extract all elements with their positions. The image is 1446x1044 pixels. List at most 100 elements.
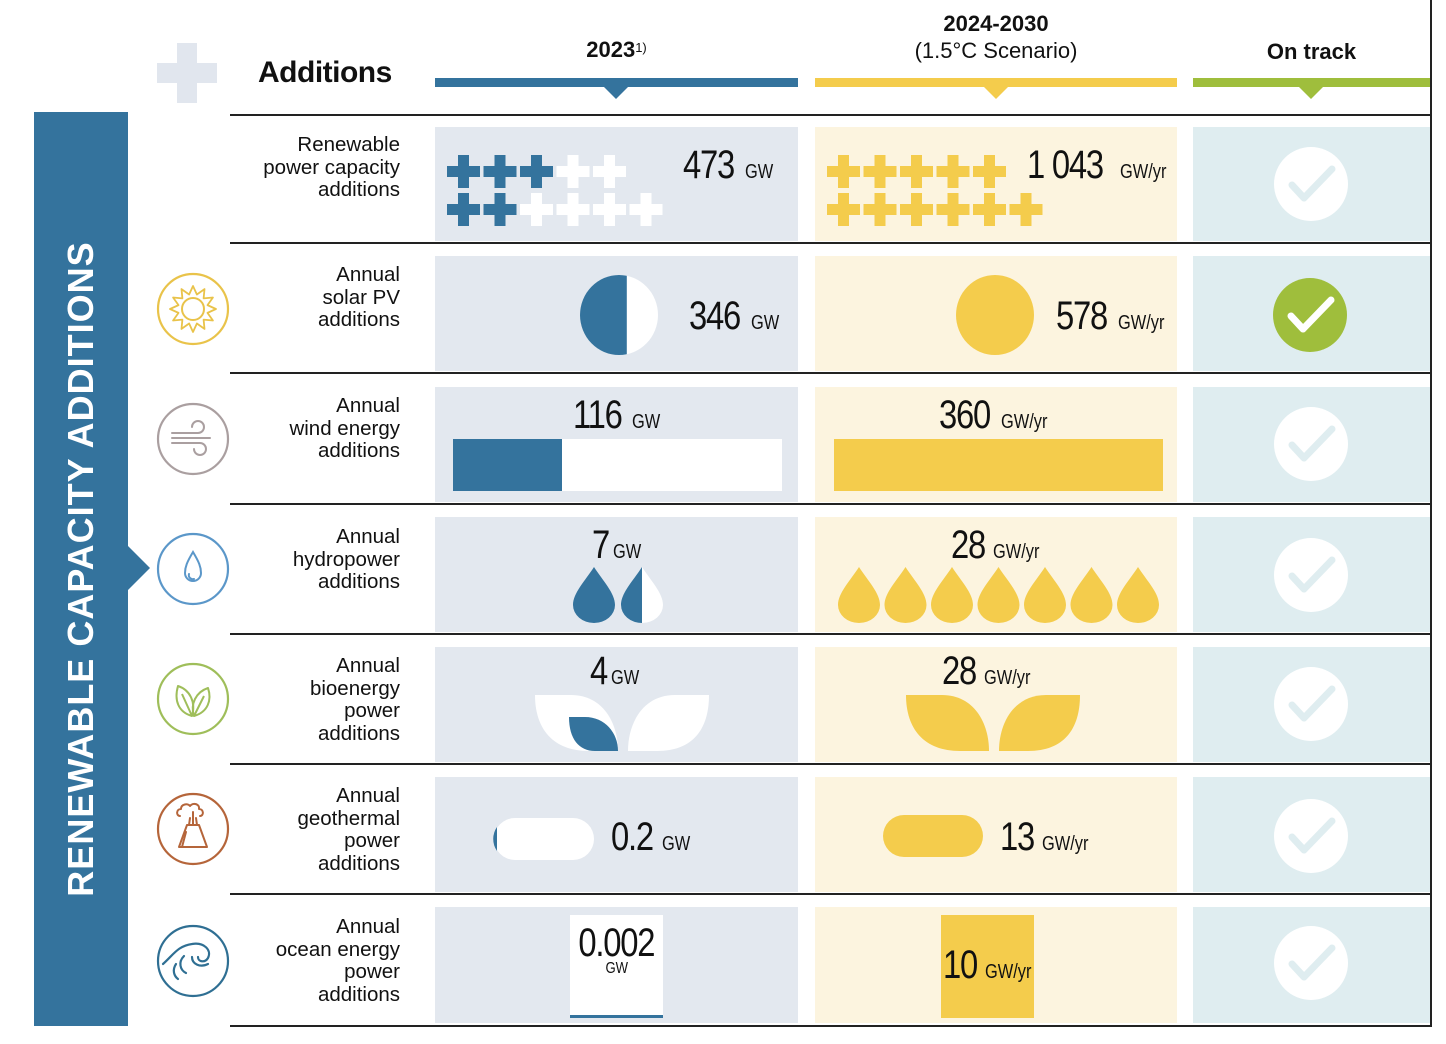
cell-2030-solar: 578 GW/yr xyxy=(815,256,1177,371)
cell-on-track-wind xyxy=(1193,387,1430,502)
plus-filled xyxy=(936,193,970,226)
section-banner xyxy=(34,112,128,1026)
column-label: On track xyxy=(1266,39,1357,64)
label-line: Annual xyxy=(336,525,400,548)
cell-on-track-bioenergy xyxy=(1193,647,1430,762)
cell-on-track-hydro xyxy=(1193,517,1430,632)
value-unit: GW xyxy=(745,161,774,183)
water-drop-icon xyxy=(156,532,230,606)
cell-2023-ocean: 0.002 GW xyxy=(435,907,798,1023)
label-line: Annual xyxy=(336,784,400,807)
plus-filled xyxy=(447,155,480,188)
leaf-filled xyxy=(906,695,989,751)
check-icon-inactive xyxy=(1274,667,1348,741)
row-divider xyxy=(230,763,1432,765)
leaf-pictogram-2030 xyxy=(906,695,1080,751)
label-line: additions xyxy=(317,851,400,875)
check-icon-active xyxy=(1273,278,1347,352)
value-2023: 0.2 GW xyxy=(611,815,697,860)
column-pointer-on-track xyxy=(1299,87,1323,99)
value-2030: 28 GW/yr xyxy=(951,523,1049,568)
value-2030: 10 GW/yr xyxy=(943,943,1041,988)
value-number: 4 xyxy=(590,649,608,693)
column-label: 2024-2030 xyxy=(943,11,1049,36)
label-line: additions xyxy=(317,570,400,593)
drop-filled xyxy=(931,567,973,623)
column-header-2030: 2024-2030 (1.5°C Scenario) xyxy=(815,10,1177,64)
leaf-filled xyxy=(569,717,618,751)
value-number: 1 043 xyxy=(1027,143,1104,187)
value-unit: GW xyxy=(610,667,639,689)
value-number: 7 xyxy=(592,523,610,567)
plus-icon xyxy=(157,43,217,103)
drop-filled xyxy=(1070,567,1113,623)
value-unit: GW xyxy=(751,312,780,334)
plus-filled xyxy=(863,193,897,226)
cell-2023-bioenergy: 4 GW xyxy=(435,647,798,762)
row-divider xyxy=(230,242,1432,244)
cell-on-track-renewable-capacity xyxy=(1193,127,1430,241)
column-bar-on-track xyxy=(1193,78,1430,87)
column-pointer-2030 xyxy=(984,87,1008,99)
value-number: 578 xyxy=(1056,294,1108,338)
drop-filled xyxy=(1024,567,1066,623)
drop-pictogram-2023 xyxy=(573,567,663,623)
cell-2030-bioenergy: 28 GW/yr xyxy=(815,647,1177,762)
label-line: Annual xyxy=(336,263,400,286)
cell-2023-wind: 116 GW xyxy=(435,387,798,502)
cell-2023-hydro: 7 GW xyxy=(435,517,798,632)
pill-remaining xyxy=(494,818,594,860)
value-2030: 13 GW/yr xyxy=(1000,815,1098,860)
wind-icon xyxy=(156,402,230,476)
plus-filled xyxy=(900,193,933,226)
label-line: additions xyxy=(317,308,400,331)
cell-2023-solar: 346 GW xyxy=(435,256,798,371)
row-label-hydro: Annual hydropower additions xyxy=(292,525,400,594)
cell-on-track-ocean xyxy=(1193,907,1430,1023)
leaf-pictogram-2023 xyxy=(535,695,709,751)
column-bar-2030 xyxy=(815,78,1177,87)
row-label-bioenergy: Annual bioenergy power additions xyxy=(310,654,400,745)
plus-filled xyxy=(827,155,860,188)
pill-pictogram-2023 xyxy=(493,818,594,860)
label-line: ocean energy xyxy=(275,937,400,961)
value-2023: 0.002 GW xyxy=(570,921,663,984)
value-2023: 116 GW xyxy=(573,393,667,438)
plus-filled xyxy=(900,155,933,188)
plus-filled xyxy=(863,155,897,188)
value-number: 10 xyxy=(943,943,978,987)
column-header-2023: 20231) xyxy=(435,36,798,63)
cell-2030-geothermal: 13 GW/yr xyxy=(815,777,1177,892)
bar-track xyxy=(453,439,782,491)
row-divider xyxy=(230,372,1432,374)
plus-filled xyxy=(483,155,517,188)
check-icon-inactive xyxy=(1274,147,1348,221)
wave-icon xyxy=(156,924,230,998)
drop-filled xyxy=(977,567,1020,623)
value-number: 28 xyxy=(942,649,977,693)
row-label-geothermal: Annual geothermal power additions xyxy=(297,784,400,875)
circle-pictogram-2030 xyxy=(956,275,1034,355)
row-label-solar: Annual solar PV additions xyxy=(317,263,400,332)
column-pointer-2023 xyxy=(604,87,628,99)
leaf-remaining xyxy=(628,695,709,751)
cell-2030-ocean: 10 GW/yr xyxy=(815,907,1177,1023)
value-2023: 7 GW xyxy=(592,523,647,568)
label-line: hydropower xyxy=(292,547,400,571)
plus-filled xyxy=(1009,193,1043,226)
plus-empty xyxy=(556,155,590,188)
row-divider xyxy=(230,114,1432,116)
label-line: Annual xyxy=(336,915,400,938)
label-line: Annual xyxy=(336,654,400,677)
label-line: power xyxy=(344,960,400,983)
sun-rays xyxy=(169,285,217,333)
value-unit: GW xyxy=(605,960,628,977)
value-number: 346 xyxy=(689,294,741,338)
label-line: additions xyxy=(317,721,400,745)
label-line: geothermal xyxy=(297,806,400,830)
bar-fill xyxy=(834,439,1163,491)
check-icon-inactive xyxy=(1274,926,1348,1000)
value-number: 28 xyxy=(951,523,986,567)
table-title: Additions xyxy=(258,56,392,89)
label-line: solar PV xyxy=(322,285,400,309)
